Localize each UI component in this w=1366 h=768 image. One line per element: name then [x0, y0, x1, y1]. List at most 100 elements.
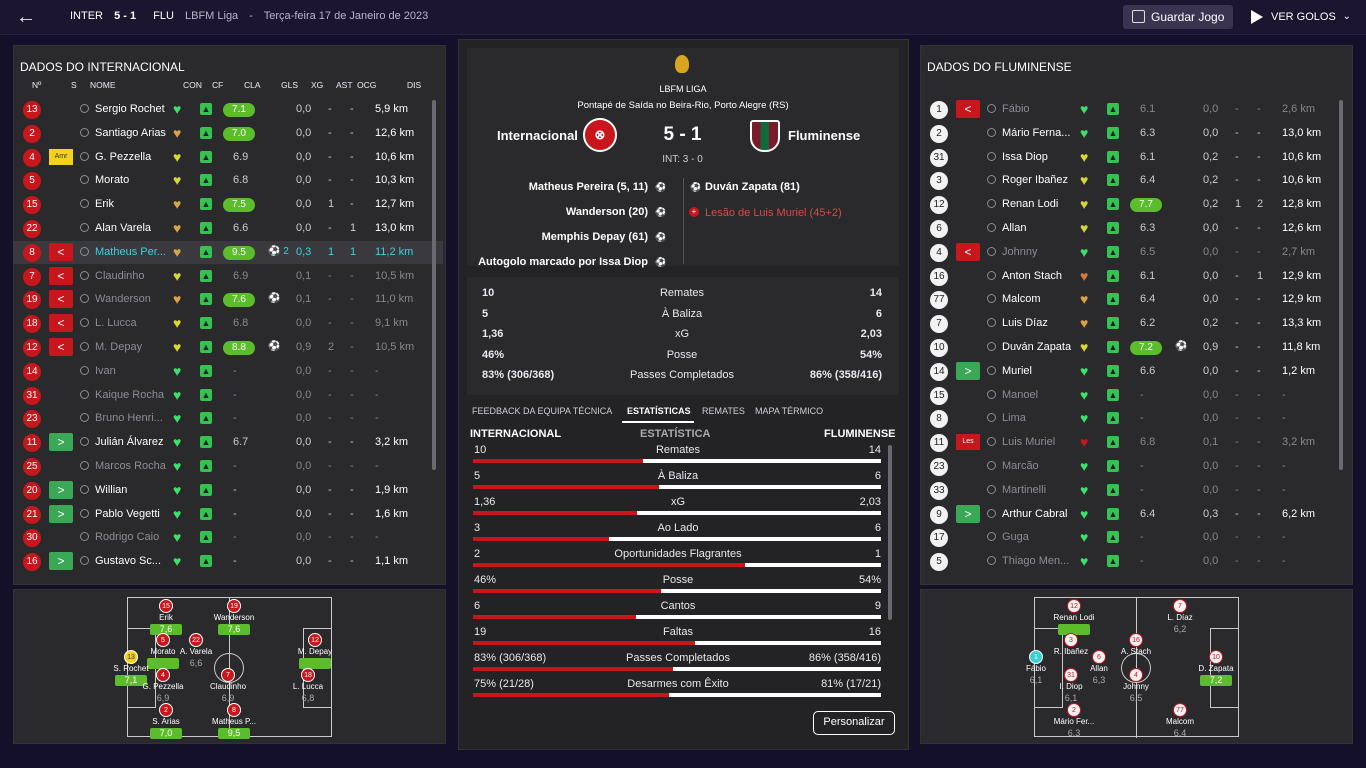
player-name[interactable]: Issa Diop [1002, 150, 1048, 163]
player-position-marker[interactable]: 1 [1029, 650, 1043, 664]
column-header[interactable]: DIS [407, 80, 422, 90]
table-row[interactable]: 2 Mário Ferna... ♥ ▲ 6.3 0,0 - - 13,0 km [920, 122, 1350, 145]
view-goals-button[interactable]: VER GOLOS ⌄ [1243, 5, 1355, 29]
table-row[interactable]: 77 Malcom ♥ ▲ 6.4 0,0 - - 12,9 km [920, 288, 1350, 311]
player-name[interactable]: Erik [95, 198, 114, 211]
column-header[interactable]: S [71, 80, 77, 90]
player-name[interactable]: Alan Varela [95, 222, 152, 234]
column-header[interactable]: NOME [90, 80, 116, 90]
table-row[interactable]: 7 < Claudinho ♥ ▲ 6.9 0,1 - - 10,5 km [13, 265, 443, 288]
player-name[interactable]: Gustavo Sc... [95, 555, 162, 568]
tab-0[interactable]: FEEDBACK DA EQUIPA TÉCNICA [472, 406, 613, 416]
player-name[interactable]: Lima [1002, 412, 1026, 425]
table-row[interactable]: 12 < M. Depay ♥ ▲ 8.8 ⚽ 0,9 2 - 10,5 km [13, 336, 443, 359]
table-row[interactable]: 4 Amr G. Pezzella ♥ ▲ 6.9 0,0 - - 10,6 km [13, 146, 443, 169]
player-position-marker[interactable]: 13 [124, 650, 138, 664]
table-row[interactable]: 17 Guga ♥ ▲ - 0,0 - - - [920, 526, 1350, 549]
table-row[interactable]: 23 Bruno Henri... ♥ ▲ - 0,0 - - - [13, 407, 443, 430]
player-name[interactable]: Muriel [1002, 364, 1032, 377]
player-position-marker[interactable]: 18 [301, 668, 315, 682]
player-position-marker[interactable]: 16 [1129, 633, 1143, 647]
tab-1[interactable]: ESTATÍSTICAS [627, 406, 691, 416]
player-name[interactable]: Renan Lodi [1002, 198, 1059, 211]
column-header[interactable]: GLS [281, 80, 299, 90]
player-position-marker[interactable]: 15 [159, 599, 173, 613]
player-position-marker[interactable]: 8 [227, 703, 241, 717]
player-name[interactable]: Willian [95, 483, 128, 496]
column-header[interactable]: GLS [281, 80, 299, 90]
table-row[interactable]: 3 Roger Ibañez ♥ ▲ 6.4 0,2 - - 10,6 km [920, 169, 1350, 192]
player-name[interactable]: Sergio Rochet [95, 103, 165, 115]
tab-3[interactable]: MAPA TÉRMICO [755, 406, 824, 416]
table-row[interactable]: 14 > Muriel ♥ ▲ 6.6 0,0 - - 1,2 km [920, 360, 1350, 383]
table-row[interactable]: 12 Renan Lodi ♥ ▲ 7.7 0,2 1 2 12,8 km [920, 193, 1350, 216]
player-position-marker[interactable]: 7 [221, 668, 235, 682]
player-name[interactable]: Bruno Henri... [95, 412, 163, 425]
player-position-marker[interactable]: 6 [1092, 650, 1106, 664]
player-name[interactable]: L. Lucca [95, 317, 137, 330]
player-name[interactable]: Mário Ferna... [1002, 126, 1071, 139]
column-header[interactable]: CLA [244, 80, 261, 90]
player-name[interactable]: Anton Stach [1002, 269, 1062, 282]
table-row[interactable]: 25 Marcos Rocha ♥ ▲ - 0,0 - - - [13, 455, 443, 478]
home-team-name[interactable]: Internacional [497, 128, 578, 143]
column-header[interactable]: DIS [407, 80, 422, 90]
player-name[interactable]: Allan [1002, 222, 1027, 234]
player-name[interactable]: Julián Álvarez [95, 436, 164, 449]
player-position-marker[interactable]: 10 [1209, 650, 1223, 664]
away-team-name[interactable]: Fluminense [788, 128, 861, 143]
player-position-marker[interactable]: 19 [227, 599, 241, 613]
player-position-marker[interactable]: 12 [308, 633, 322, 647]
column-header[interactable]: Nº [32, 80, 42, 90]
table-row[interactable]: 8 Lima ♥ ▲ - 0,0 - - - [920, 407, 1350, 430]
player-position-marker[interactable]: 2 [159, 703, 173, 717]
table-row[interactable]: 15 Manoel ♥ ▲ - 0,0 - - - [920, 384, 1350, 407]
table-row[interactable]: 14 Ivan ♥ ▲ - 0,0 - - - [13, 360, 443, 383]
player-name[interactable]: Kaique Rocha [95, 388, 165, 401]
save-game-button[interactable]: Guardar Jogo [1123, 5, 1233, 29]
player-name[interactable]: Thiago Men... [1002, 555, 1070, 568]
table-row[interactable]: 11 > Julián Álvarez ♥ ▲ 6.7 0,0 - - 3,2 km [13, 431, 443, 454]
player-position-marker[interactable]: 77 [1173, 703, 1187, 717]
stats-scrollbar[interactable] [888, 445, 892, 620]
player-name[interactable]: Pablo Vegetti [95, 507, 160, 520]
column-header[interactable]: S [71, 80, 77, 90]
column-header[interactable]: CF [212, 80, 224, 90]
column-header[interactable]: AST [336, 80, 353, 90]
fluminense-crest-icon[interactable] [750, 120, 780, 152]
table-row[interactable]: 8 < Matheus Per... ♥ ▲ 9.5 ⚽ 2 0,3 1 1 11,2 km [13, 240, 443, 264]
column-header[interactable]: OCG [357, 80, 377, 90]
back-arrow-icon[interactable]: ← [16, 6, 36, 28]
player-name[interactable]: Luis Díaz [1002, 317, 1048, 330]
table-row[interactable]: 16 > Gustavo Sc... ♥ ▲ - 0,0 - - 1,1 km [13, 550, 443, 573]
table-row[interactable]: 5 Thiago Men... ♥ ▲ - 0,0 - - - [920, 550, 1350, 573]
player-name[interactable]: M. Depay [95, 341, 143, 353]
table-row[interactable]: 1 < Fábio ♥ ▲ 6.1 0,0 - - 2,6 km [920, 98, 1350, 121]
player-name[interactable]: Guga [1002, 531, 1029, 544]
table-row[interactable]: 21 > Pablo Vegetti ♥ ▲ - 0,0 - - 1,6 km [13, 503, 443, 526]
player-name[interactable]: Malcom [1002, 293, 1041, 306]
table-row[interactable]: 5 Morato ♥ ▲ 6.8 0,0 - - 10,3 km [13, 169, 443, 192]
player-name[interactable]: Morato [95, 174, 130, 187]
table-row[interactable]: 33 Martinelli ♥ ▲ - 0,0 - - - [920, 479, 1350, 502]
player-name[interactable]: Ivan [95, 364, 116, 377]
player-name[interactable]: Wanderson [95, 293, 151, 306]
player-position-marker[interactable]: 5 [156, 633, 170, 647]
table-row[interactable]: 31 Issa Diop ♥ ▲ 6.1 0,2 - - 10,6 km [920, 146, 1350, 169]
personalize-button[interactable]: Personalizar [813, 711, 895, 735]
table-row[interactable]: 15 Erik ♥ ▲ 7.5 0,0 1 - 12,7 km [13, 193, 443, 216]
column-header[interactable]: XG [311, 80, 324, 90]
player-name[interactable]: Johnny [1002, 245, 1038, 258]
table-row[interactable]: 23 Marcão ♥ ▲ - 0,0 - - - [920, 455, 1350, 478]
home-scrollbar[interactable] [432, 100, 436, 470]
tab-2[interactable]: REMATES [702, 406, 745, 416]
table-row[interactable]: 13 Sergio Rochet ♥ ▲ 7.1 0,0 - - 5,9 km [13, 98, 443, 121]
table-row[interactable]: 30 Rodrigo Caio ♥ ▲ - 0,0 - - - [13, 526, 443, 549]
column-header[interactable]: XG [311, 80, 324, 90]
table-row[interactable]: 11 Les Luis Muriel ♥ ▲ 6.8 0,1 - - 3,2 km [920, 431, 1350, 454]
table-row[interactable]: 2 Santiago Arias ♥ ▲ 7.0 0,0 - - 12,6 km [13, 122, 443, 145]
player-name[interactable]: Marcos Rocha [95, 460, 166, 472]
player-position-marker[interactable]: 31 [1064, 668, 1078, 682]
table-row[interactable]: 4 < Johnny ♥ ▲ 6.5 0,0 - - 2,7 km [920, 241, 1350, 264]
player-name[interactable]: Arthur Cabral [1002, 507, 1068, 520]
